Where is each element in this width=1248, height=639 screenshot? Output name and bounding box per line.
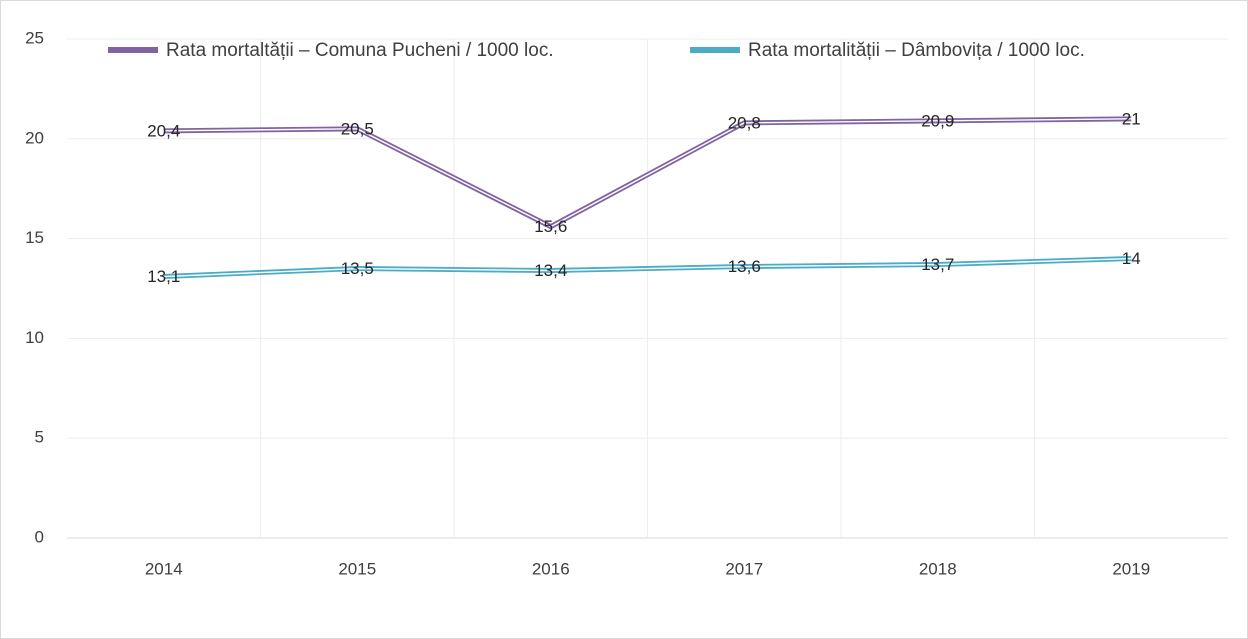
data-label: 13,4 <box>534 261 567 280</box>
data-label: 21 <box>1122 109 1141 128</box>
legend-text: Rata mortalității – Dâmbovița / 1000 loc… <box>748 40 1085 61</box>
data-label: 13,6 <box>728 257 761 276</box>
y-tick-label: 20 <box>25 128 44 147</box>
x-tick-label: 2018 <box>919 559 957 578</box>
series-line-core <box>163 118 1132 228</box>
y-tick-label: 0 <box>35 527 44 546</box>
data-label: 20,4 <box>147 121 180 140</box>
y-tick-label: 25 <box>25 28 44 47</box>
data-label: 13,1 <box>147 267 180 286</box>
data-label: 15,6 <box>534 217 567 236</box>
data-label: 13,5 <box>341 259 374 278</box>
x-tick-label: 2015 <box>338 559 376 578</box>
y-tick-label: 5 <box>35 428 44 447</box>
data-label: 14 <box>1122 249 1141 268</box>
x-tick-label: 2017 <box>725 559 763 578</box>
legend-text: Rata mortaltății – Comuna Pucheni / 1000… <box>166 40 554 61</box>
x-tick-label: 2019 <box>1112 559 1150 578</box>
data-label: 13,7 <box>921 255 954 274</box>
y-tick-label: 10 <box>25 328 44 347</box>
y-tick-label: 15 <box>25 228 44 247</box>
x-tick-label: 2016 <box>532 559 570 578</box>
x-tick-label: 2014 <box>145 559 183 578</box>
data-label: 20,5 <box>341 119 374 138</box>
series-line-core <box>163 257 1132 278</box>
data-label: 20,8 <box>728 113 761 132</box>
data-label: 20,9 <box>921 111 954 130</box>
